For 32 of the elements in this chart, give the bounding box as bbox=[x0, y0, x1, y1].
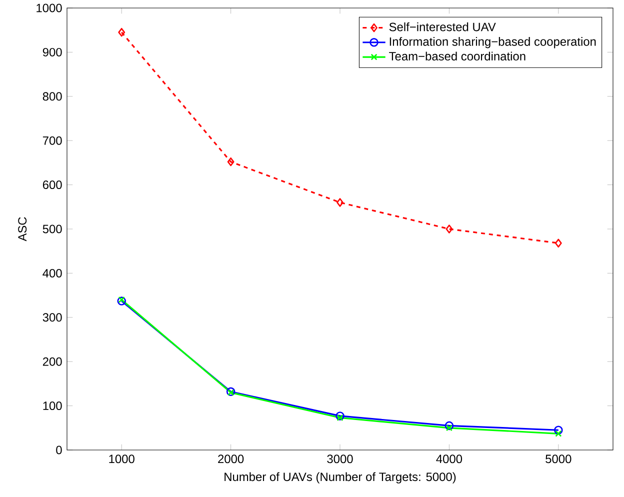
legend-label: Self−interested UAV bbox=[389, 22, 496, 32]
y-tick-label: 500 bbox=[42, 224, 62, 234]
point bbox=[446, 424, 452, 432]
point bbox=[118, 28, 126, 37]
y-tick-label: 800 bbox=[42, 92, 62, 101]
x-tick-label: 4000 bbox=[436, 454, 462, 464]
y-tick-label: 300 bbox=[42, 313, 62, 322]
y-tick-label: 100 bbox=[43, 402, 62, 410]
point bbox=[336, 412, 344, 420]
point bbox=[555, 430, 562, 437]
point bbox=[336, 414, 344, 422]
x-axis-title: Number of UAVs (Number of Targets: 5000) bbox=[224, 472, 456, 484]
y-tick-label: 0 bbox=[56, 446, 62, 454]
x-tick-label: 3000 bbox=[327, 454, 353, 464]
point bbox=[227, 157, 234, 166]
y-tick-label: 600 bbox=[42, 180, 62, 190]
y-tick-label: 1000 bbox=[36, 4, 62, 12]
y-tick-label: 200 bbox=[42, 357, 62, 366]
point bbox=[554, 426, 563, 434]
point bbox=[336, 198, 344, 207]
y-tick-label: 400 bbox=[42, 268, 62, 278]
point bbox=[444, 421, 454, 430]
legend-label: Team−based coordination bbox=[389, 52, 526, 60]
y-tick-label: 900 bbox=[42, 48, 62, 56]
y-tick-label: 700 bbox=[42, 136, 62, 145]
x-tick-label: 5000 bbox=[546, 454, 572, 464]
point bbox=[554, 238, 562, 248]
legend-label: Information sharing−based cooperation bbox=[390, 37, 596, 48]
x-tick-label: 1000 bbox=[109, 454, 134, 464]
x-tick-label: 2000 bbox=[218, 454, 244, 464]
y-axis-title: ASC bbox=[18, 217, 27, 242]
point bbox=[446, 224, 453, 234]
